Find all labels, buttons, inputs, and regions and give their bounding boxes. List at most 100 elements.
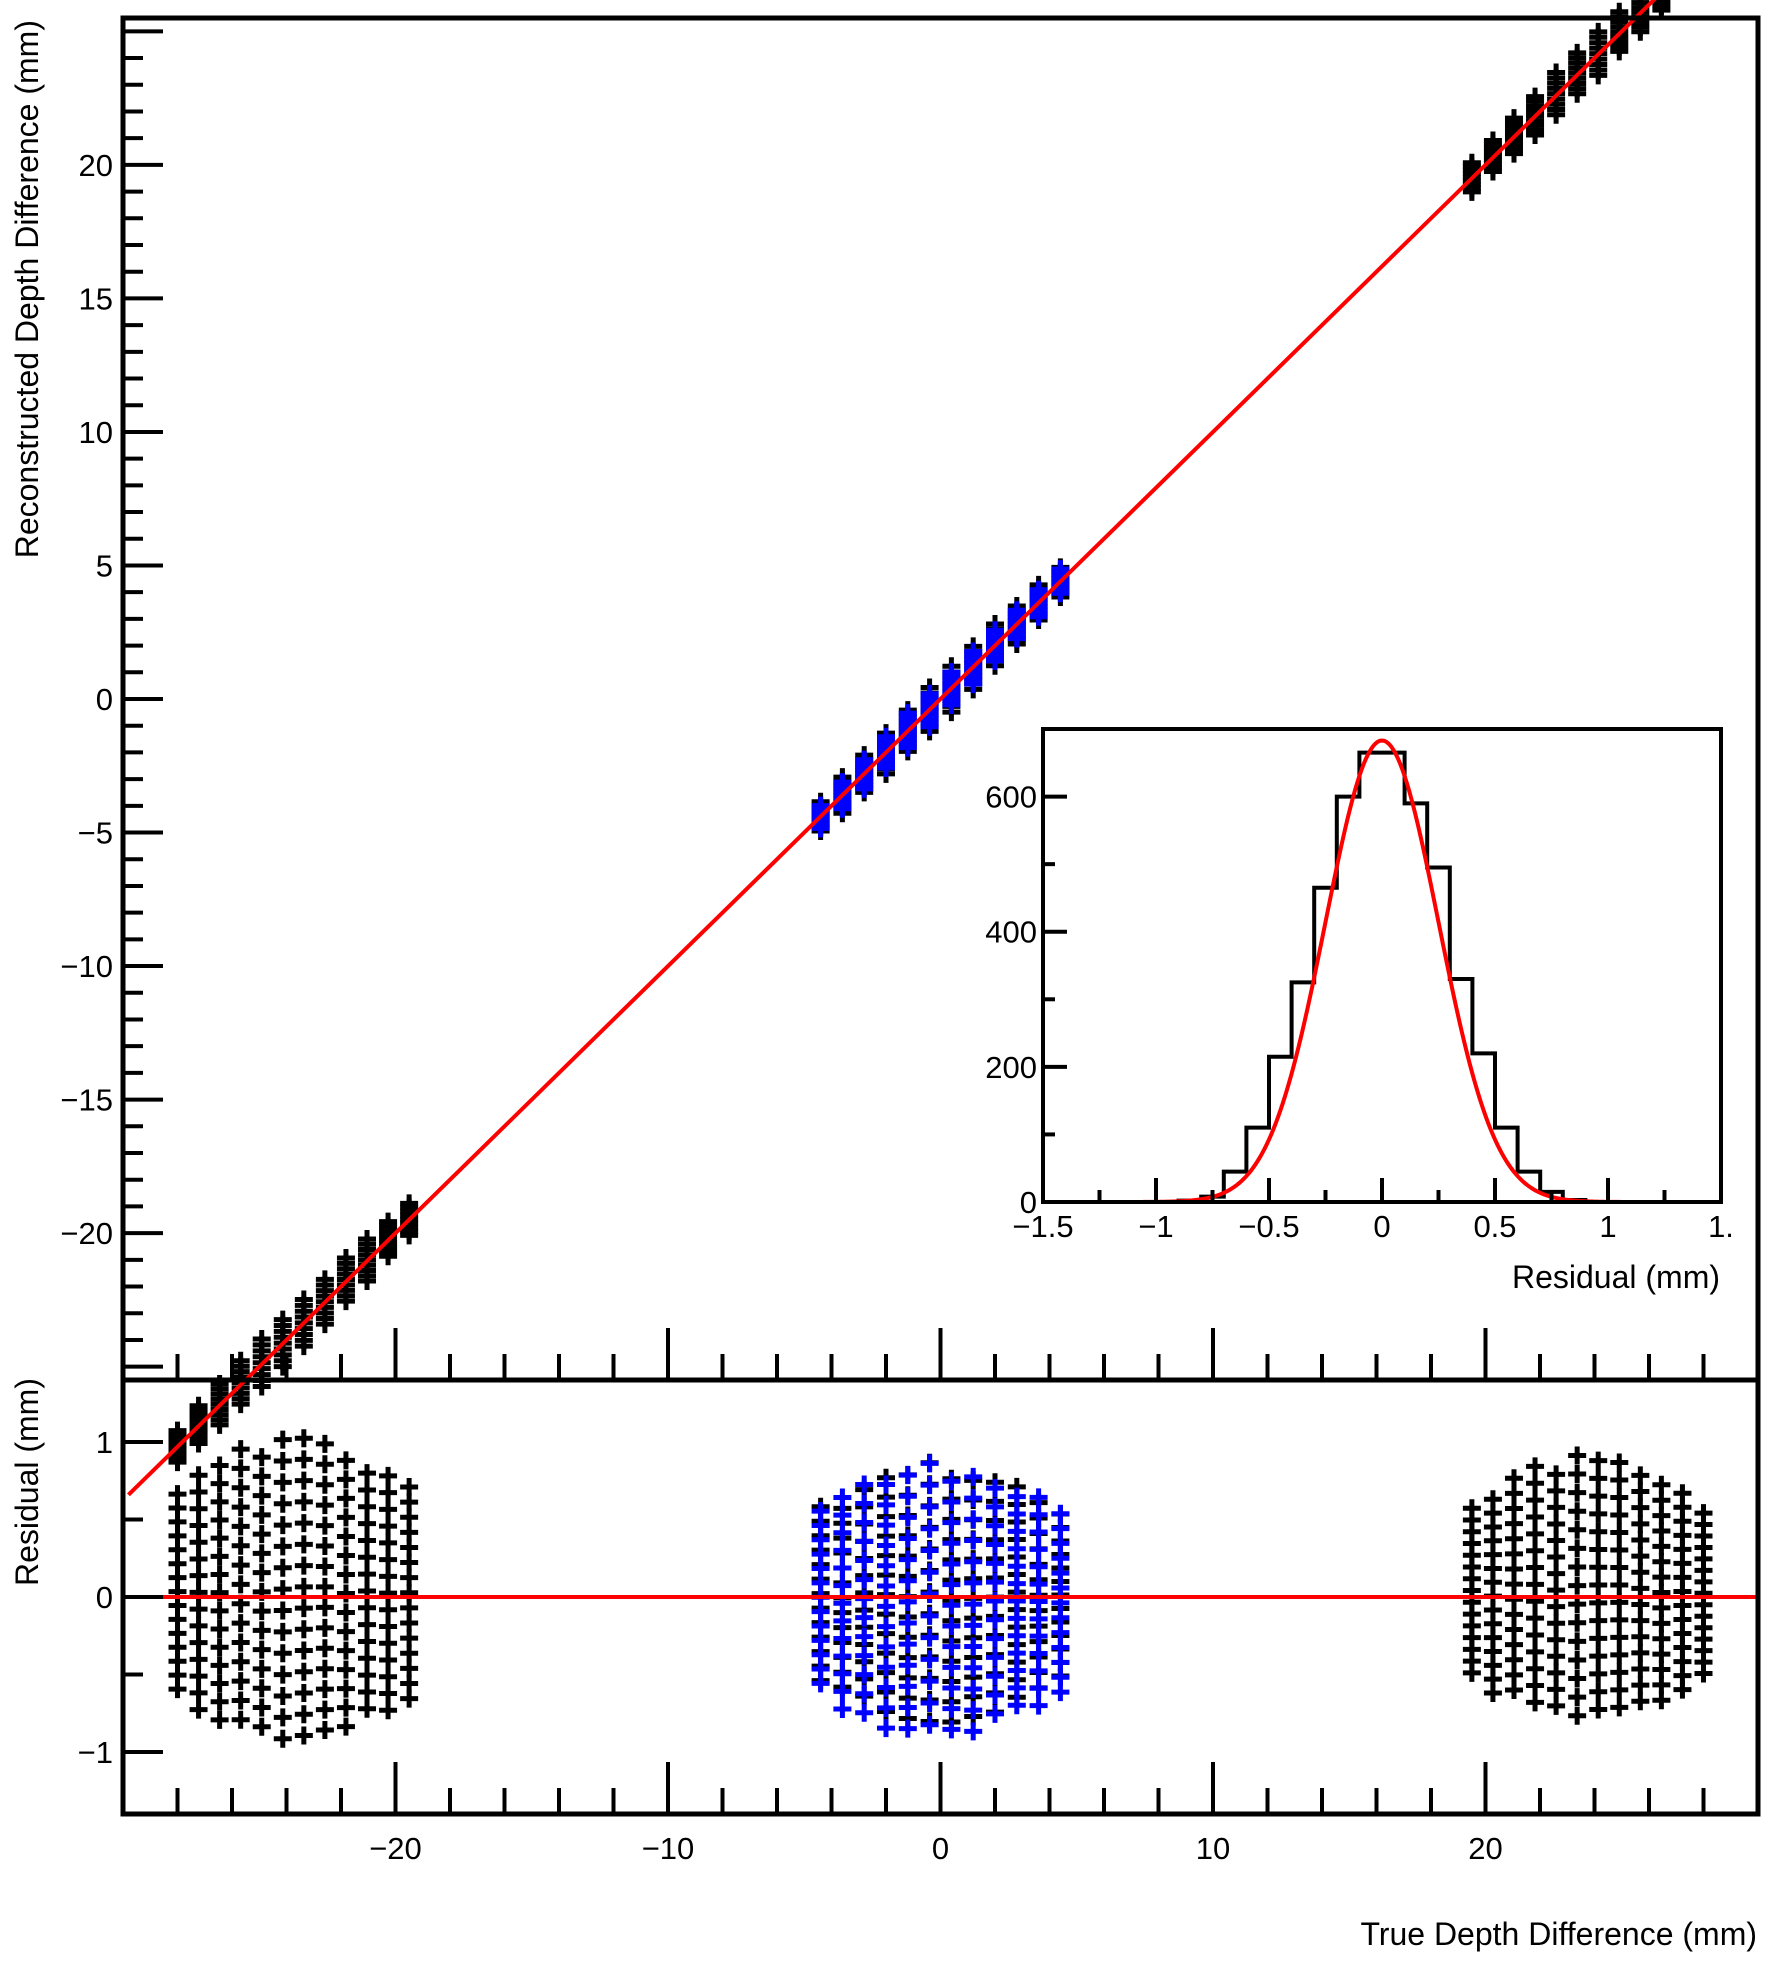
residual-point bbox=[1504, 1665, 1523, 1684]
residual-point bbox=[231, 1691, 250, 1710]
residual-point bbox=[920, 1497, 939, 1516]
residual-point bbox=[273, 1473, 292, 1492]
residual-point bbox=[1568, 1465, 1587, 1484]
residual-point bbox=[942, 1513, 961, 1532]
residual-point bbox=[210, 1547, 229, 1566]
residual-point bbox=[1007, 1678, 1026, 1697]
residual-point bbox=[920, 1519, 939, 1538]
residual-point bbox=[400, 1614, 419, 1633]
residual-point bbox=[358, 1565, 377, 1584]
residual-point bbox=[1568, 1502, 1587, 1521]
inset-x-tick-label: 1. bbox=[1708, 1209, 1734, 1244]
main-y-tick-label: −15 bbox=[60, 1083, 113, 1118]
residual-point bbox=[986, 1554, 1004, 1573]
residual-point bbox=[315, 1598, 334, 1617]
residual-point bbox=[400, 1644, 419, 1663]
residual-point bbox=[855, 1703, 874, 1722]
residual-point bbox=[1029, 1661, 1048, 1680]
residual-point bbox=[273, 1644, 292, 1663]
residual-point bbox=[294, 1514, 313, 1533]
residual-point bbox=[833, 1488, 852, 1507]
residual-point bbox=[1029, 1505, 1048, 1524]
residual-point bbox=[1504, 1620, 1523, 1639]
residual-point bbox=[336, 1622, 355, 1641]
residual-point bbox=[877, 1597, 895, 1616]
residual-point bbox=[833, 1506, 852, 1525]
residual-point bbox=[1007, 1557, 1026, 1576]
residual-point bbox=[358, 1480, 377, 1499]
residual-point bbox=[231, 1652, 250, 1671]
residual-point bbox=[1504, 1650, 1523, 1669]
residual-point bbox=[942, 1534, 961, 1553]
residual-point bbox=[964, 1531, 983, 1550]
residual-point bbox=[920, 1715, 939, 1734]
residual-point bbox=[1568, 1613, 1587, 1632]
residual-point bbox=[1631, 1530, 1650, 1549]
residual-point bbox=[1652, 1537, 1671, 1556]
residual-point bbox=[1589, 1576, 1608, 1595]
inset-x-axis-title: Residual (mm) bbox=[1512, 1259, 1720, 1295]
main-y-tick-label: −10 bbox=[60, 949, 113, 984]
inset-x-tick-label: 0.5 bbox=[1473, 1209, 1516, 1244]
residual-point bbox=[898, 1635, 917, 1654]
residual-point bbox=[315, 1618, 334, 1637]
residual-point bbox=[1526, 1507, 1545, 1526]
residual-point bbox=[379, 1550, 398, 1569]
main-point bbox=[1547, 63, 1566, 82]
main-y-tick-label: −20 bbox=[60, 1216, 113, 1251]
inset-panel: −1.5 −1 −0.5 0 0.5 1 1. 0 200 400 600 Residual (m… bbox=[985, 727, 1734, 1295]
residual-point bbox=[1029, 1679, 1048, 1698]
main-y-tick-label: 15 bbox=[79, 281, 113, 316]
residual-point bbox=[379, 1466, 398, 1485]
residual-point bbox=[1631, 1563, 1650, 1582]
residual-point bbox=[379, 1567, 398, 1586]
residual-point bbox=[1526, 1609, 1545, 1628]
residual-point bbox=[1547, 1597, 1566, 1616]
inset-y-tick-label: 200 bbox=[985, 1050, 1037, 1085]
residual-point bbox=[273, 1537, 292, 1556]
residual-point bbox=[1029, 1488, 1048, 1507]
main-y-tick-label: 10 bbox=[79, 415, 113, 450]
residual-point bbox=[1652, 1552, 1671, 1571]
residual-point bbox=[1029, 1523, 1048, 1542]
residual-point bbox=[1504, 1544, 1523, 1563]
residual-point bbox=[942, 1616, 961, 1635]
residual-point bbox=[210, 1492, 229, 1511]
residual-point bbox=[1526, 1474, 1545, 1493]
residual-point bbox=[1631, 1466, 1650, 1485]
residual-x-tick-label: −20 bbox=[369, 1831, 422, 1866]
residual-point bbox=[189, 1633, 208, 1652]
main-point bbox=[1007, 601, 1026, 620]
residual-point bbox=[1029, 1609, 1048, 1628]
residual-point bbox=[898, 1487, 917, 1506]
inset-x-tick-label: 0 bbox=[1373, 1209, 1390, 1244]
residual-point bbox=[1547, 1465, 1566, 1484]
main-point bbox=[231, 1351, 250, 1370]
residual-point bbox=[252, 1640, 271, 1659]
residual-point bbox=[231, 1478, 250, 1497]
residual-point bbox=[294, 1535, 313, 1554]
residual-point bbox=[942, 1699, 961, 1718]
residual-point bbox=[1589, 1629, 1608, 1648]
main-point bbox=[168, 1421, 187, 1440]
residual-point bbox=[189, 1683, 208, 1702]
residual-point bbox=[1526, 1659, 1545, 1678]
residual-point bbox=[210, 1692, 229, 1711]
residual-point bbox=[358, 1514, 377, 1533]
residual-point bbox=[358, 1598, 377, 1617]
residual-point bbox=[986, 1704, 1004, 1723]
residual-point bbox=[1652, 1491, 1671, 1510]
residual-point bbox=[273, 1622, 292, 1641]
residual-point bbox=[855, 1646, 874, 1665]
residual-point bbox=[358, 1464, 377, 1483]
residual-x-tick-label: 20 bbox=[1468, 1831, 1502, 1866]
residual-point bbox=[1029, 1627, 1048, 1646]
residual-point bbox=[189, 1616, 208, 1635]
residual-point bbox=[1526, 1676, 1545, 1695]
residual-point bbox=[833, 1541, 852, 1560]
residual-point bbox=[1504, 1484, 1523, 1503]
main-point bbox=[400, 1194, 419, 1213]
inset-y-tick-label: 600 bbox=[985, 780, 1037, 815]
main-y-tick-label: −5 bbox=[78, 816, 113, 851]
residual-point bbox=[1547, 1548, 1566, 1567]
